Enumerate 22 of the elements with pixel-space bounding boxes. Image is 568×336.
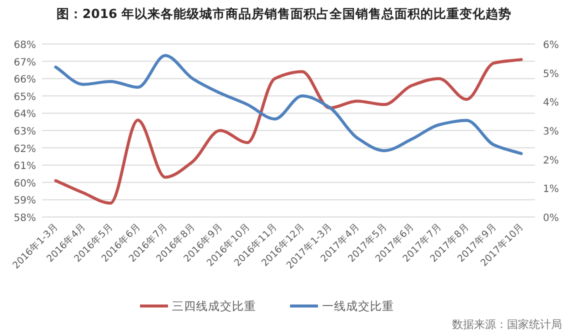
ytick: 63% xyxy=(14,126,36,138)
y2tick: 5% xyxy=(543,68,559,80)
legend-label: 三四线成交比重 xyxy=(172,299,256,313)
y2tick: 4% xyxy=(543,98,559,109)
annotation: 数据来源：国家统计局 xyxy=(452,318,562,331)
ytick: 60% xyxy=(14,178,36,190)
ytick: 58% xyxy=(14,213,36,224)
ytick: 62% xyxy=(14,144,36,155)
ytick: 65% xyxy=(14,92,36,103)
ytick: 68% xyxy=(14,40,36,51)
ytick: 67% xyxy=(14,57,36,68)
ytick: 59% xyxy=(14,196,36,207)
y2tick: 2% xyxy=(543,155,559,166)
y2tick: 0% xyxy=(543,213,559,224)
y2tick: 6% xyxy=(543,40,559,51)
title: 图：2016 年以来各能级城市商品房销售面积占全国销售总面积的比重变化趋势 xyxy=(56,6,512,21)
legend-label: 一线成交比重 xyxy=(322,299,394,313)
y2tick: 1% xyxy=(543,184,559,196)
ytick: 61% xyxy=(14,161,36,172)
ytick: 64% xyxy=(14,109,36,120)
y2tick: 3% xyxy=(543,126,559,138)
ytick: 66% xyxy=(14,74,36,86)
